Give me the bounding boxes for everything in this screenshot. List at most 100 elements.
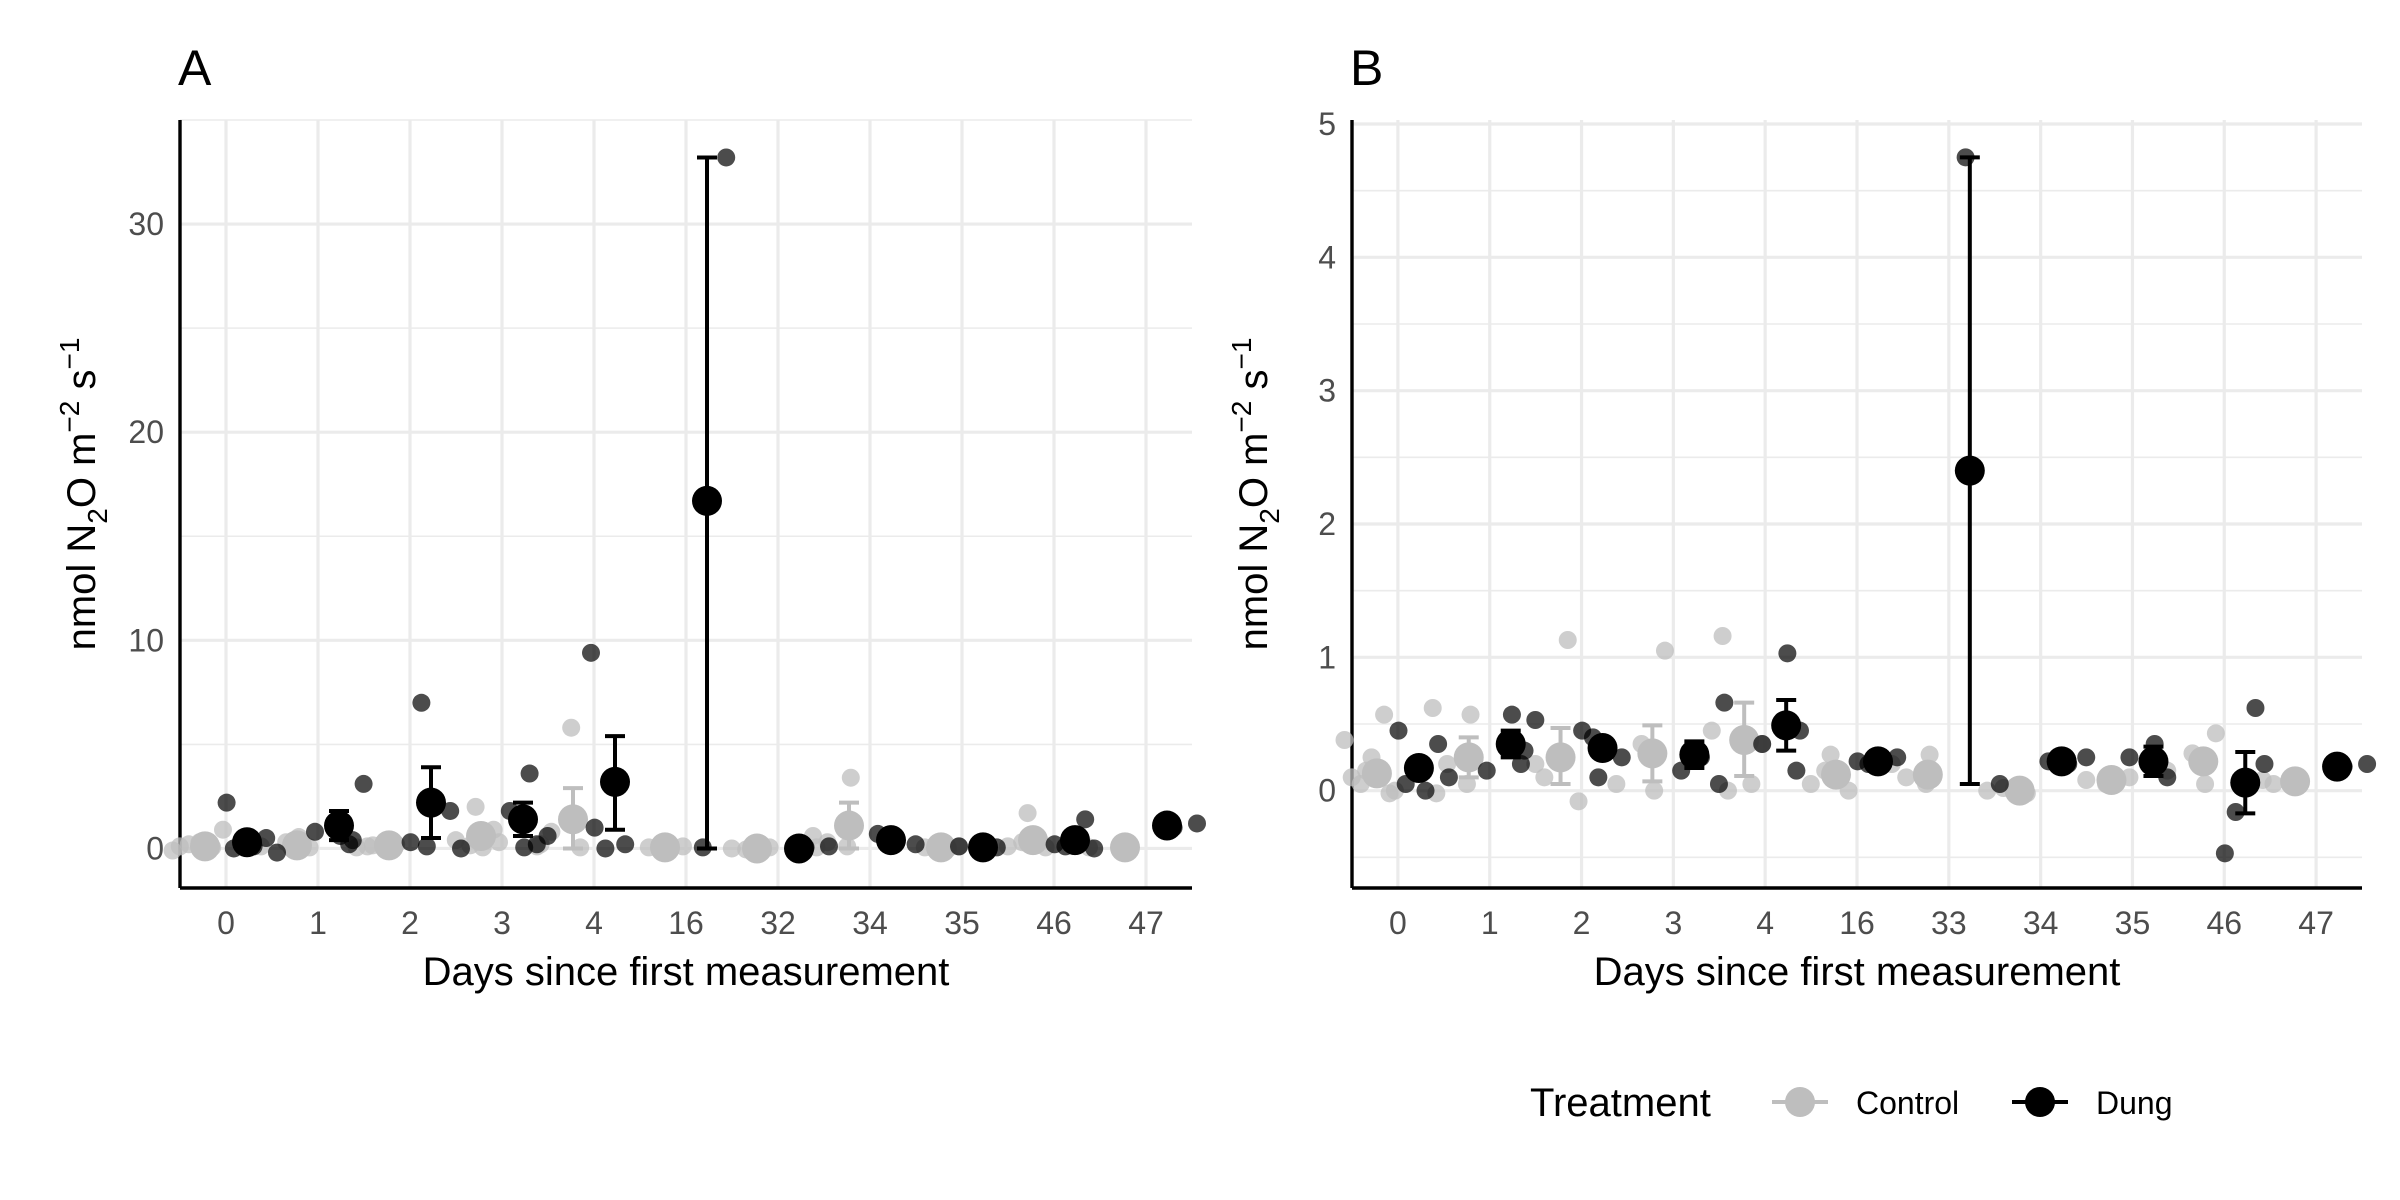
data-point [1416,781,1435,800]
data-point [1511,755,1530,773]
mean-point [558,804,588,835]
mean-point [2188,746,2219,777]
data-point [306,822,324,841]
x-tick-label: 34 [852,905,888,941]
mean-point [1545,742,1576,773]
mean-point [926,832,956,863]
data-point [354,774,373,793]
y-axis-title: nmol N2O m−2 s−1 [1226,338,1285,651]
mean-point [834,810,864,841]
x-tick-label: 34 [2023,905,2059,941]
mean-point [190,831,220,862]
data-point [2120,748,2139,767]
y-tick-label: 5 [1318,106,1336,142]
mean-point [2280,766,2311,797]
x-tick-label: 47 [1128,905,1164,941]
y-tick-label: 2 [1318,506,1336,542]
data-point [1569,792,1588,811]
gridlines [1352,120,2362,888]
mean-point [2046,746,2077,777]
data-point [1848,752,1867,771]
data-point [214,820,232,839]
mean-point [1361,758,1392,789]
data-point [2077,771,2096,789]
data-point [722,839,741,858]
data-point [950,837,968,856]
mean-point [2230,767,2261,798]
data-point [417,837,436,856]
x-tick-label: 16 [1839,905,1875,941]
data-point [1607,775,1626,793]
data-point [2358,755,2377,773]
legend-label-control: Control [1856,1085,1959,1121]
y-tick-label: 1 [1318,639,1336,675]
data-point [170,837,189,856]
mean-point [1679,739,1710,770]
series-control [163,718,1140,864]
x-tick-label: 0 [217,905,235,941]
x-tick-label: 33 [1931,905,1967,941]
mean-point [1495,729,1526,759]
x-tick-label: 46 [1036,905,1072,941]
mean-point [1587,733,1618,763]
data-point [1085,839,1104,858]
data-point [412,693,431,712]
x-tick-label: 47 [2298,905,2334,941]
mean-point [1863,746,1893,777]
data-point [562,718,581,737]
mean-point [1110,832,1140,863]
data-point [1990,775,2009,793]
x-tick-label: 46 [2206,905,2242,941]
data-point [2246,699,2265,717]
data-point [1713,627,1732,645]
data-point [268,843,286,862]
x-tick-label: 35 [944,905,980,941]
data-point [1380,784,1399,803]
legend-key-point [1785,1087,1815,1117]
mean-point [2138,746,2169,777]
x-tick-label: 1 [309,905,327,941]
data-point [1423,699,1442,717]
y-tick-label: 20 [128,414,164,450]
mean-point [1771,710,1802,741]
data-point [1526,711,1545,729]
x-tick-label: 4 [1756,905,1774,941]
data-point [596,839,615,858]
x-tick-label: 3 [1664,905,1682,941]
panel-tag: A [178,40,212,96]
data-point [1821,745,1840,764]
data-point [841,768,860,787]
data-point [1342,768,1361,787]
mean-point [2096,765,2127,795]
data-point [1920,745,1939,764]
data-point [527,835,546,854]
mean-point [374,830,404,861]
y-tick-label: 30 [128,206,164,242]
mean-point [282,830,312,861]
mean-point [466,820,496,851]
x-tick-label: 1 [1481,905,1499,941]
mean-point [692,485,722,516]
x-tick-label: 32 [760,905,796,941]
data-point [1558,631,1577,649]
data-point [1438,755,1457,773]
series-dung [217,148,1206,864]
mean-point [1912,759,1943,790]
data-point [1801,775,1820,793]
data-point [1457,775,1476,793]
gridlines [180,119,1192,888]
data-point [2215,844,2234,863]
x-axis-title: Days since first measurement [1594,950,2121,994]
mean-point [2322,751,2353,782]
mean-point [324,810,354,841]
data-point [401,833,420,852]
data-point [1461,705,1480,724]
legend: Treatment Control Dung [1530,1081,2173,1125]
data-point [820,837,838,856]
data-point [452,839,470,858]
mean-point [742,833,772,864]
data-point [1778,644,1797,663]
data-point [1477,761,1496,780]
